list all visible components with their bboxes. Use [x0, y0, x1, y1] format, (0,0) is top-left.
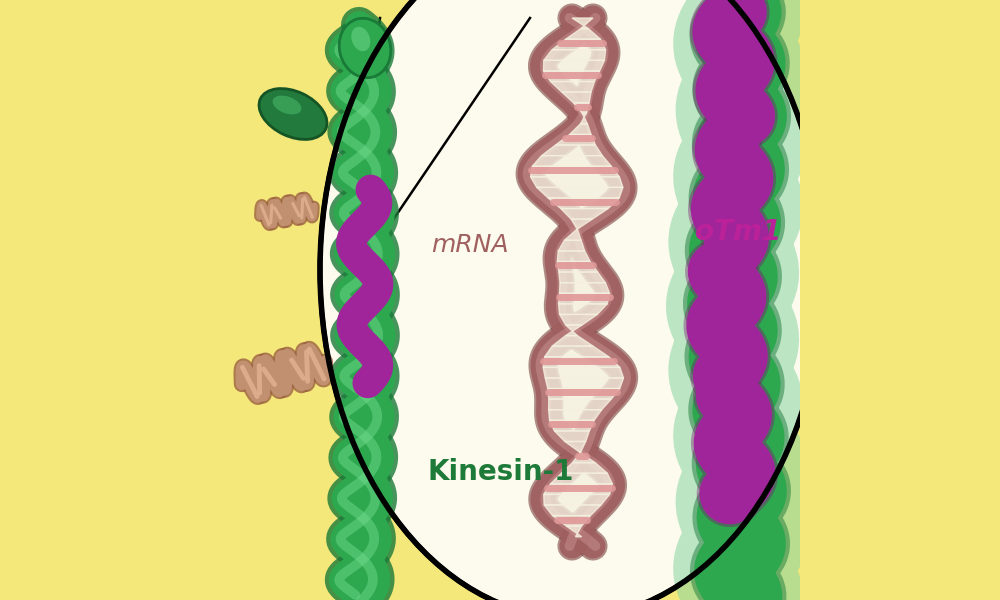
Polygon shape: [558, 304, 607, 314]
Ellipse shape: [351, 27, 370, 51]
Ellipse shape: [273, 95, 301, 115]
Polygon shape: [572, 452, 595, 463]
Polygon shape: [566, 29, 600, 39]
Polygon shape: [543, 71, 600, 82]
Polygon shape: [543, 357, 620, 367]
Polygon shape: [564, 230, 581, 241]
Polygon shape: [544, 50, 606, 61]
Polygon shape: [545, 378, 624, 389]
Polygon shape: [543, 61, 604, 71]
Polygon shape: [550, 82, 594, 92]
Polygon shape: [559, 272, 605, 283]
Polygon shape: [549, 410, 602, 420]
Polygon shape: [562, 92, 591, 103]
Polygon shape: [532, 155, 611, 166]
Polygon shape: [549, 399, 611, 410]
Polygon shape: [531, 177, 623, 187]
Polygon shape: [544, 484, 612, 494]
Polygon shape: [542, 145, 602, 155]
Polygon shape: [552, 515, 591, 526]
Polygon shape: [554, 431, 589, 442]
Polygon shape: [572, 18, 593, 29]
Ellipse shape: [339, 18, 391, 78]
Polygon shape: [580, 113, 587, 124]
Polygon shape: [555, 134, 595, 145]
Polygon shape: [565, 442, 586, 452]
Polygon shape: [566, 325, 582, 335]
Polygon shape: [561, 209, 608, 219]
Polygon shape: [544, 494, 610, 505]
Polygon shape: [573, 103, 589, 113]
Polygon shape: [545, 346, 609, 357]
Polygon shape: [571, 219, 592, 230]
Text: mRNA: mRNA: [431, 233, 509, 257]
Polygon shape: [561, 463, 607, 473]
Polygon shape: [560, 283, 610, 293]
Polygon shape: [548, 389, 620, 399]
Polygon shape: [552, 39, 606, 50]
Ellipse shape: [259, 89, 327, 139]
Polygon shape: [560, 314, 597, 325]
Polygon shape: [531, 166, 619, 177]
Polygon shape: [558, 241, 585, 251]
Polygon shape: [548, 198, 619, 209]
Polygon shape: [550, 420, 594, 431]
Polygon shape: [552, 335, 593, 346]
Polygon shape: [566, 526, 582, 537]
Ellipse shape: [320, 0, 824, 600]
Text: οTm1: οTm1: [695, 218, 781, 246]
Polygon shape: [543, 367, 624, 378]
Polygon shape: [570, 124, 591, 134]
Polygon shape: [557, 251, 590, 262]
Polygon shape: [550, 473, 612, 484]
Polygon shape: [558, 293, 610, 304]
Text: Kinesin-1: Kinesin-1: [428, 458, 574, 486]
Polygon shape: [557, 262, 598, 272]
Polygon shape: [544, 505, 601, 515]
Polygon shape: [537, 187, 623, 198]
